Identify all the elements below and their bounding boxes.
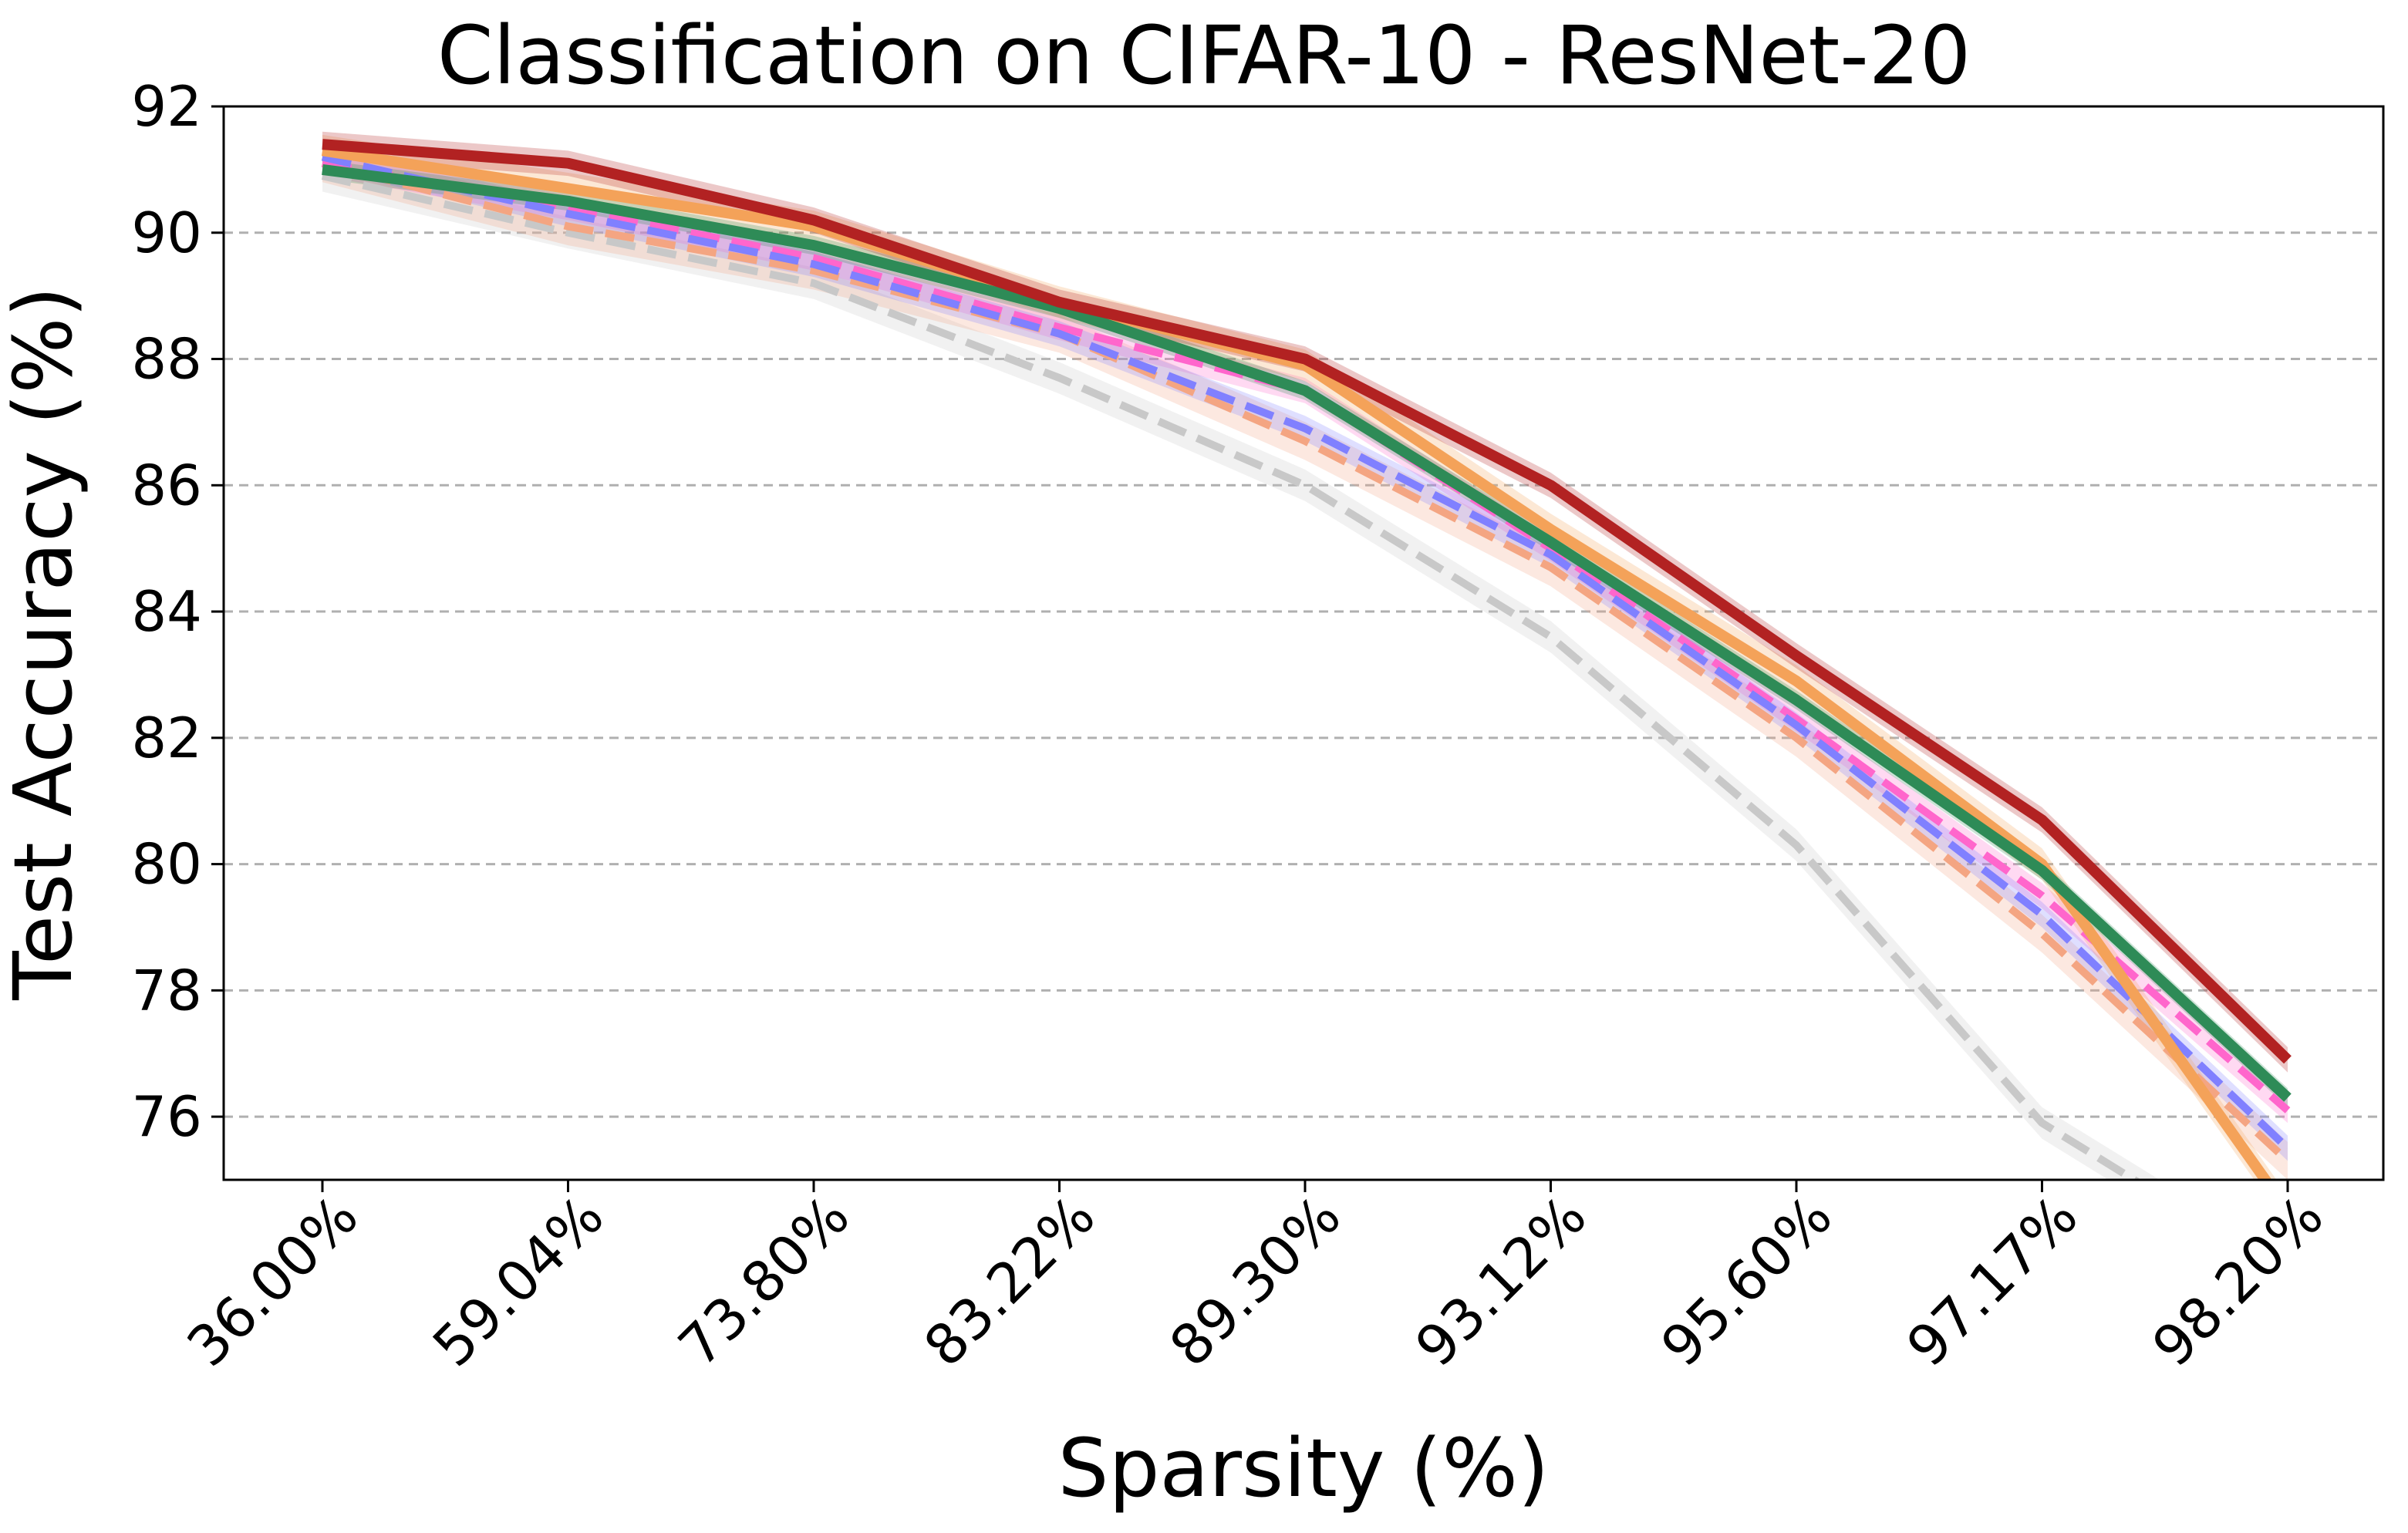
series-line	[322, 139, 2292, 1064]
y-tick-label: 92	[131, 74, 202, 139]
y-tick-label: 86	[131, 453, 202, 517]
x-tick-label: 89.30%	[1157, 1184, 1353, 1380]
x-tick-label: 73.80%	[666, 1184, 862, 1380]
x-tick-label: 83.22%	[912, 1184, 1108, 1380]
x-tick-label: 93.12%	[1403, 1184, 1599, 1380]
y-tick-label: 90	[131, 200, 202, 265]
x-axis: 36.00% 59.04% 73.80% 83.22% 89.30% 93.12% 95.6…	[174, 1180, 2335, 1379]
y-axis-label: Test Accuracy (%)	[0, 286, 90, 1001]
y-tick-label: 82	[131, 706, 202, 770]
y-tick-label: 78	[131, 958, 202, 1023]
x-tick-label: 97.17%	[1894, 1184, 2090, 1380]
error-band	[322, 144, 2288, 1161]
x-tick-label: 59.04%	[420, 1184, 616, 1380]
y-tick-label: 80	[131, 832, 202, 897]
x-tick-label: 36.00%	[174, 1184, 370, 1380]
error-band	[322, 160, 2160, 1180]
error-band	[322, 160, 2288, 1107]
x-axis-label: Sparsity (%)	[1058, 1421, 1550, 1515]
x-tick-label: 98.20%	[2140, 1184, 2335, 1380]
y-tick-label: 76	[131, 1084, 202, 1149]
y-axis: 76 78 80 82 84 86 88 90 92	[131, 74, 224, 1149]
chart-title: Classification on CIFAR-10 - ResNet-20	[437, 8, 1971, 103]
error-band	[322, 144, 2288, 1180]
x-tick-label: 95.60%	[1648, 1184, 1844, 1380]
series-line	[321, 172, 2142, 1180]
plot-area	[321, 139, 2292, 1180]
series-line	[321, 153, 2291, 1151]
error-band	[322, 131, 2288, 1073]
y-tick-label: 84	[131, 579, 202, 644]
plot-frame	[222, 105, 2385, 1181]
error-band	[322, 150, 2288, 1124]
series-lines	[321, 139, 2292, 1180]
series-line	[321, 159, 2291, 1164]
series-line	[322, 159, 2291, 1114]
y-tick-label: 88	[131, 327, 202, 392]
series-line	[322, 163, 2292, 1102]
